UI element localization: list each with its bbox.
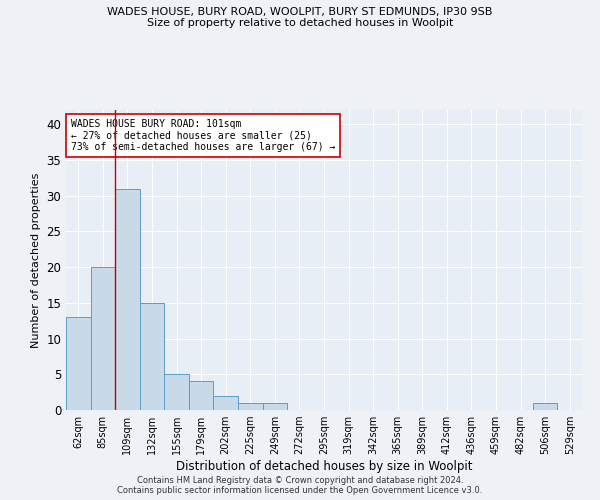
Bar [115,188,140,410]
Y-axis label: Number of detached properties: Number of detached properties [31,172,41,348]
Text: Contains public sector information licensed under the Open Government Licence v3: Contains public sector information licen… [118,486,482,495]
Bar [263,403,287,410]
Bar [164,374,189,410]
Bar [66,317,91,410]
Text: Size of property relative to detached houses in Woolpit: Size of property relative to detached ho… [147,18,453,28]
Bar [238,403,263,410]
Bar [189,382,214,410]
Bar [91,267,115,410]
X-axis label: Distribution of detached houses by size in Woolpit: Distribution of detached houses by size … [176,460,472,473]
Bar [214,396,238,410]
Text: Contains HM Land Registry data © Crown copyright and database right 2024.: Contains HM Land Registry data © Crown c… [137,476,463,485]
Text: WADES HOUSE, BURY ROAD, WOOLPIT, BURY ST EDMUNDS, IP30 9SB: WADES HOUSE, BURY ROAD, WOOLPIT, BURY ST… [107,8,493,18]
Text: WADES HOUSE BURY ROAD: 101sqm
← 27% of detached houses are smaller (25)
73% of s: WADES HOUSE BURY ROAD: 101sqm ← 27% of d… [71,119,335,152]
Bar [533,403,557,410]
Bar [140,303,164,410]
